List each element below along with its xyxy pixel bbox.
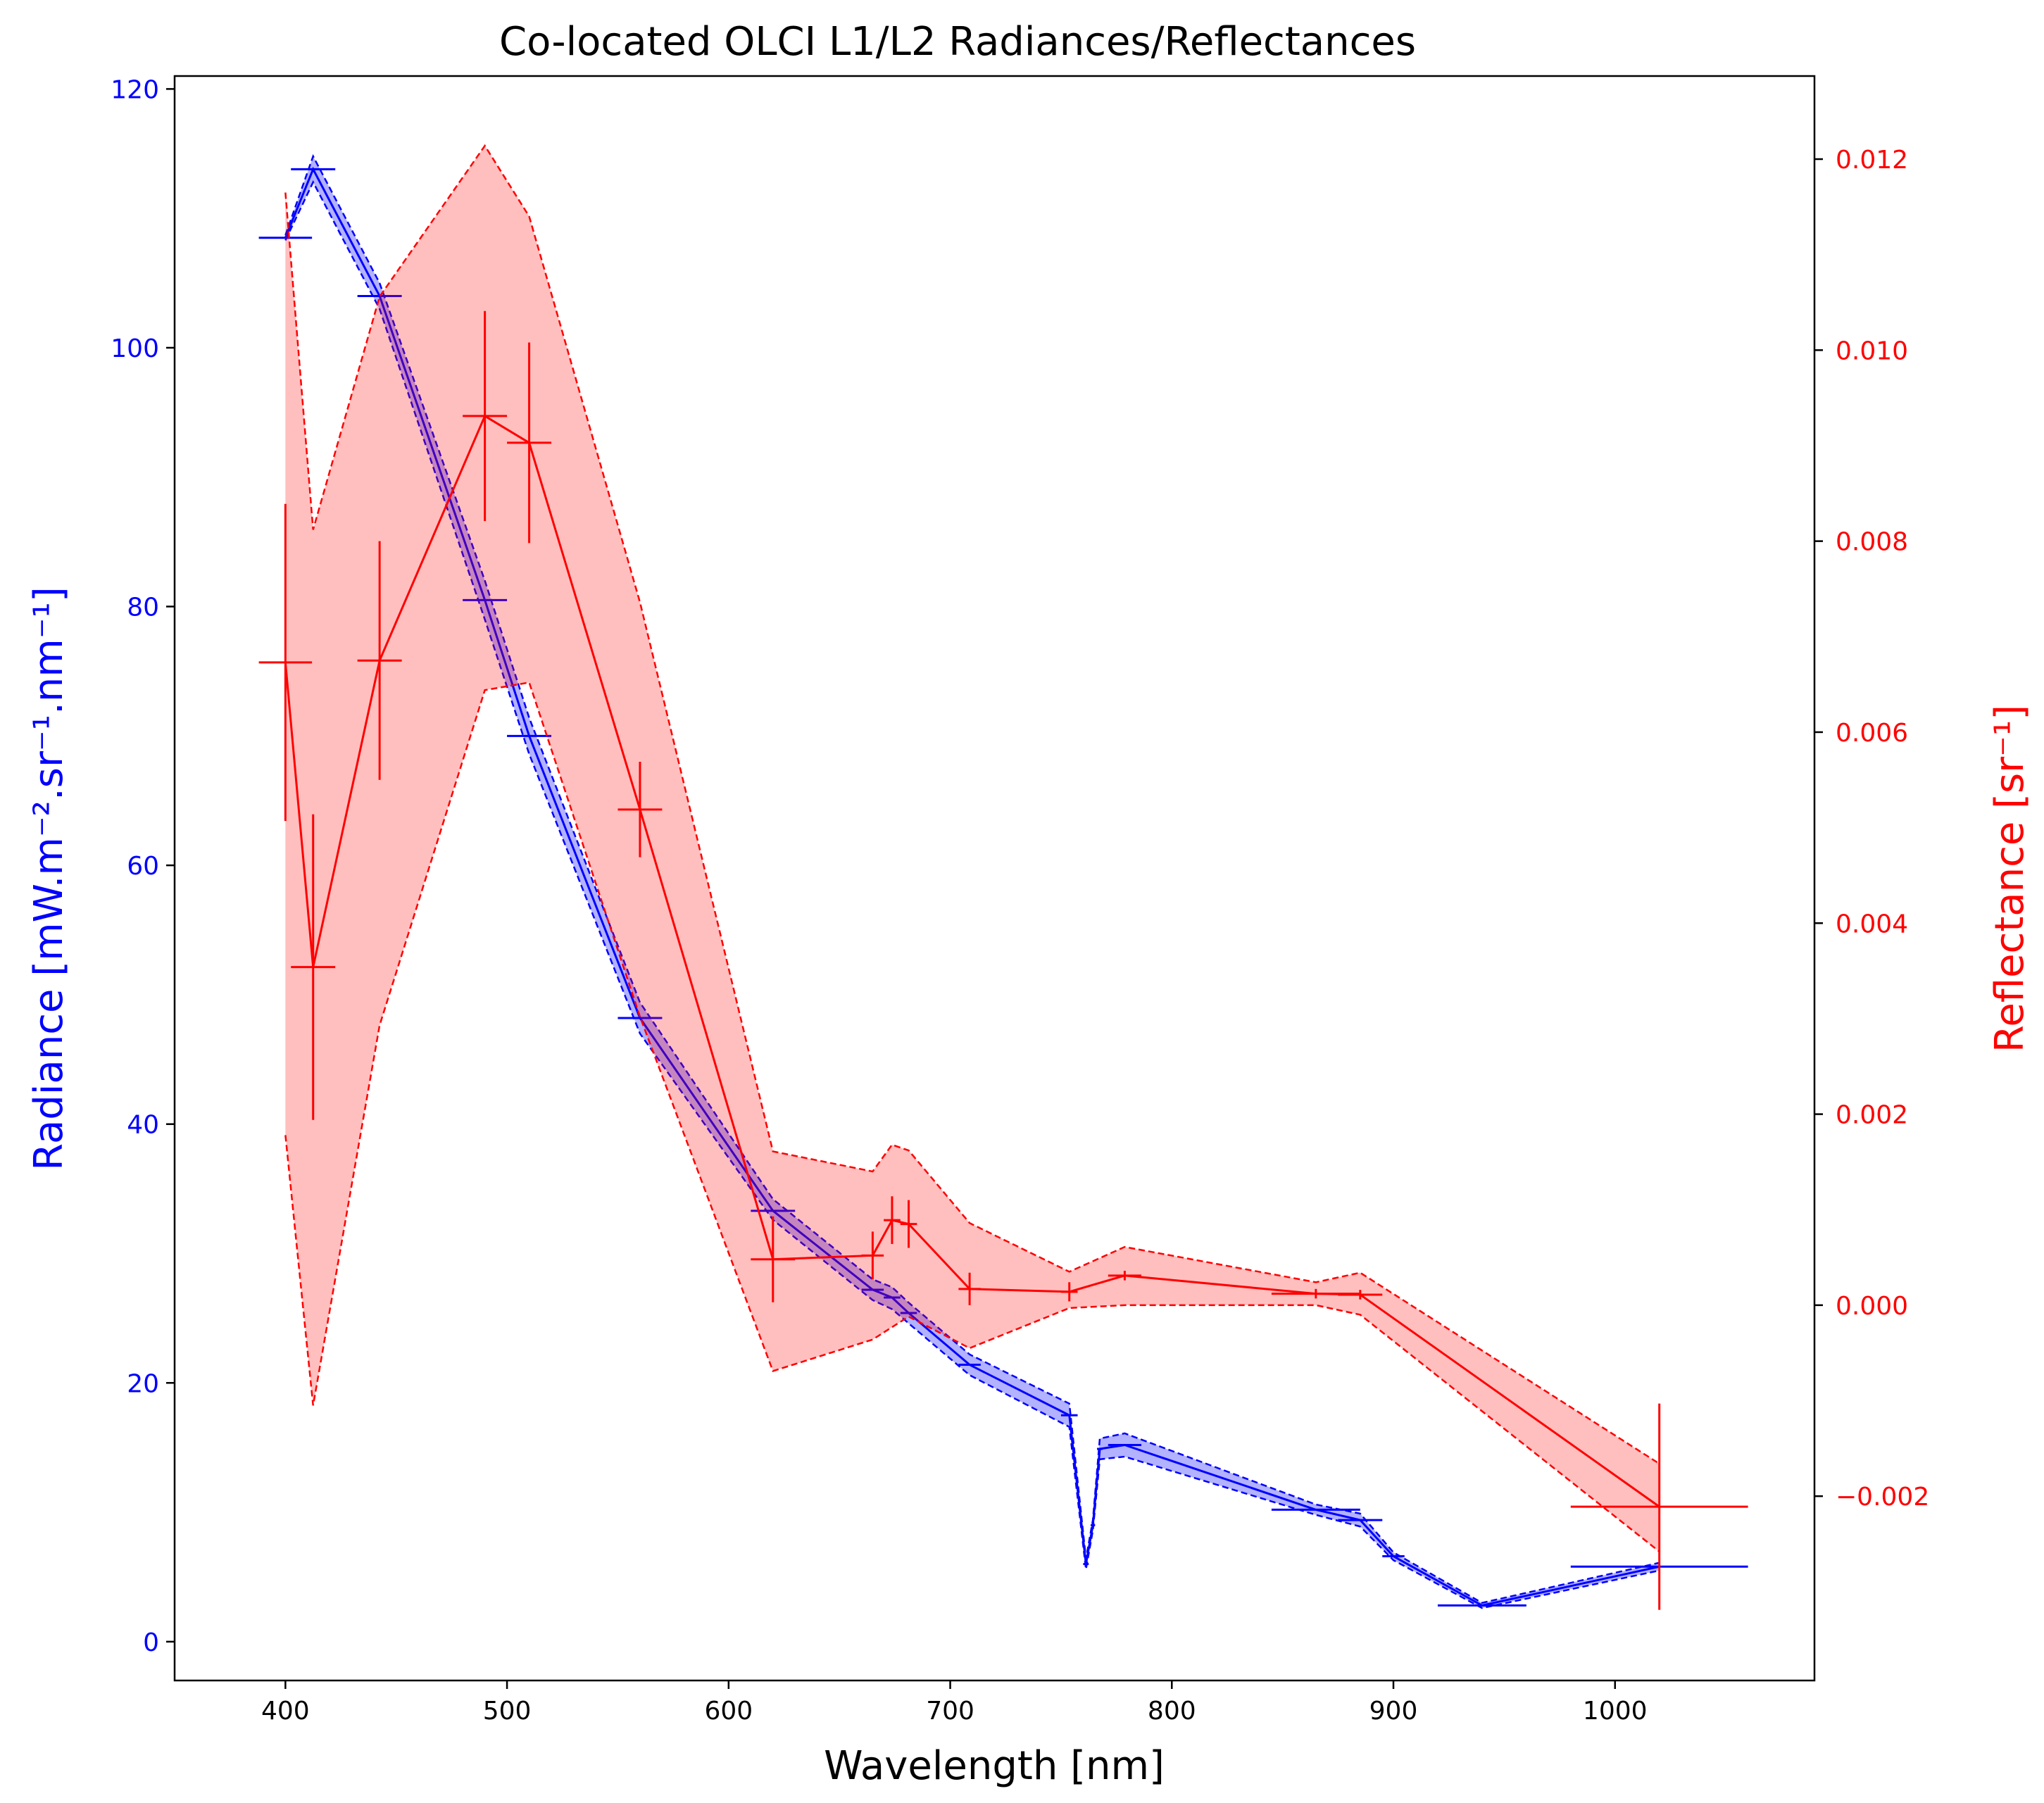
radiance-series bbox=[258, 153, 1748, 1609]
x-tick-label: 400 bbox=[261, 1697, 310, 1726]
plot-frame bbox=[173, 75, 1816, 1682]
y-left-tick-label: 60 bbox=[127, 852, 159, 881]
y-axis-right: −0.002 0.000 0.002 0.004 0.006 0.008 0.010 0.01… bbox=[1814, 146, 1929, 1512]
reflectance-line bbox=[284, 414, 1660, 1508]
reflectance-uncertainty-band bbox=[285, 146, 1660, 1552]
y-left-tick-label: 120 bbox=[111, 75, 159, 104]
y-axis-left: 0 20 40 60 80 100 120 bbox=[111, 75, 175, 1657]
chart-title: Co-located OLCI L1/L2 Radiances/Reflecta… bbox=[499, 19, 1416, 65]
y-left-tick-label: 80 bbox=[127, 593, 159, 622]
y-right-tick-label: 0.000 bbox=[1836, 1292, 1908, 1321]
y-right-tick-label: 0.004 bbox=[1836, 910, 1908, 938]
x-tick-label: 900 bbox=[1369, 1697, 1418, 1726]
y-left-tick-label: 100 bbox=[111, 334, 159, 363]
x-tick-label: 1000 bbox=[1583, 1697, 1648, 1726]
y-left-tick-label: 20 bbox=[127, 1369, 159, 1398]
x-axis: 400 500 600 700 800 900 1000 bbox=[261, 1681, 1648, 1726]
reflectance-band-lower bbox=[284, 681, 1660, 1552]
y-axis-left-label: Radiance [mW.m⁻².sr⁻¹.nm⁻¹] bbox=[26, 586, 72, 1170]
x-axis-label: Wavelength [nm] bbox=[824, 1743, 1165, 1789]
y-right-tick-label: −0.002 bbox=[1836, 1483, 1929, 1512]
x-tick-label: 500 bbox=[483, 1697, 532, 1726]
radiance-band-lower bbox=[284, 180, 1660, 1609]
reflectance-band-upper bbox=[284, 144, 1660, 1465]
y-right-tick-label: 0.002 bbox=[1836, 1101, 1908, 1130]
y-right-tick-label: 0.010 bbox=[1836, 337, 1908, 365]
x-tick-label: 700 bbox=[926, 1697, 974, 1726]
y-right-tick-label: 0.006 bbox=[1836, 719, 1908, 748]
y-axis-right-label: Reflectance [sr⁻¹] bbox=[1987, 705, 2033, 1053]
x-tick-label: 800 bbox=[1148, 1697, 1196, 1726]
plot-area bbox=[258, 144, 1748, 1610]
x-tick-label: 600 bbox=[704, 1697, 753, 1726]
reflectance-series bbox=[258, 144, 1748, 1610]
y-right-tick-label: 0.012 bbox=[1836, 146, 1908, 175]
y-right-tick-label: 0.008 bbox=[1836, 528, 1908, 557]
y-left-tick-label: 40 bbox=[127, 1111, 159, 1140]
y-left-tick-label: 0 bbox=[143, 1628, 159, 1657]
